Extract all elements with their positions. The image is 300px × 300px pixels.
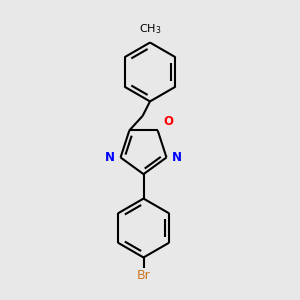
Text: CH$_3$: CH$_3$ — [139, 22, 161, 36]
Text: N: N — [105, 151, 115, 164]
Text: Br: Br — [136, 269, 150, 282]
Text: N: N — [172, 151, 182, 164]
Text: O: O — [163, 115, 173, 128]
